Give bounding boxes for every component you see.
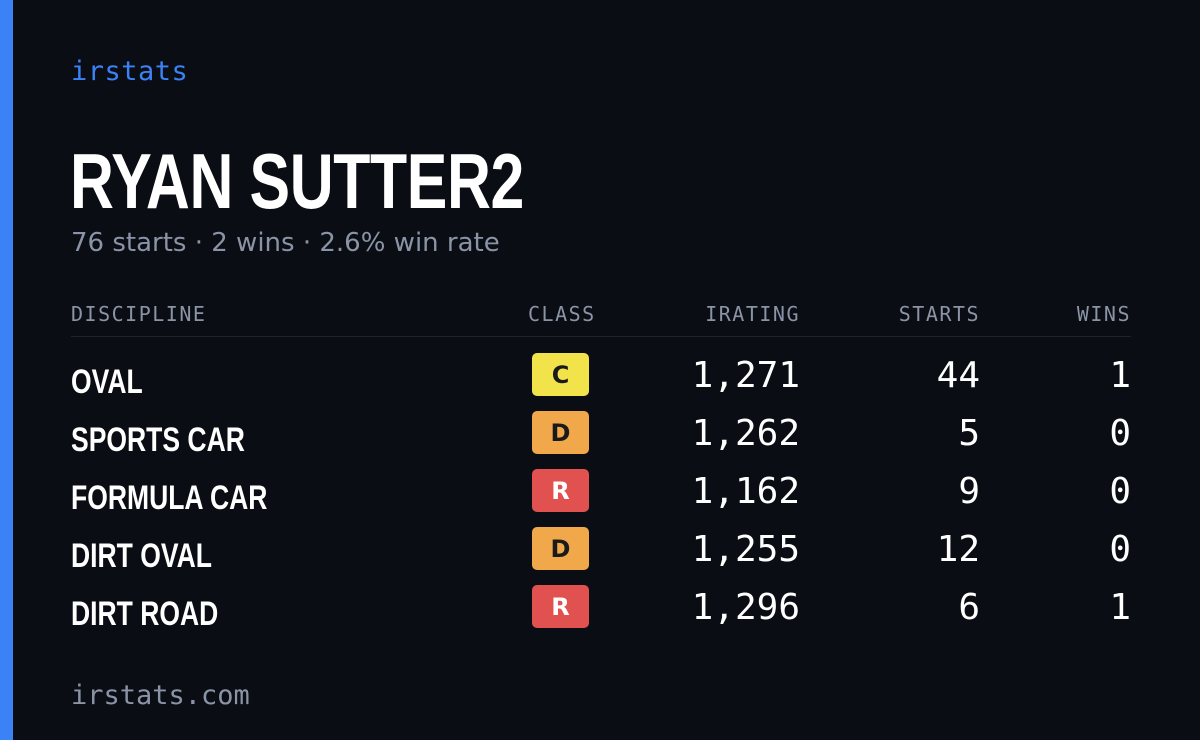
header-irating: IRATING bbox=[705, 302, 800, 326]
discipline-name: FORMULA CAR bbox=[71, 479, 268, 517]
wins-value: 1 bbox=[1109, 587, 1131, 628]
starts-value: 6 bbox=[958, 587, 980, 628]
wins-value: 0 bbox=[1109, 471, 1131, 512]
table-row: SPORTS CAR D 1,262 5 0 bbox=[71, 411, 1131, 469]
discipline-name: SPORTS CAR bbox=[71, 421, 245, 459]
irating-value: 1,255 bbox=[691, 529, 800, 570]
irating-value: 1,296 bbox=[691, 587, 800, 628]
starts-value: 9 bbox=[958, 471, 980, 512]
wins-value: 0 bbox=[1109, 529, 1131, 570]
discipline-table: DISCIPLINE CLASS IRATING STARTS WINS OVA… bbox=[71, 296, 1131, 643]
wins-value: 0 bbox=[1109, 413, 1131, 454]
header-starts: STARTS bbox=[898, 302, 980, 326]
table-row: DIRT OVAL D 1,255 12 0 bbox=[71, 527, 1131, 585]
footer-url: irstats.com bbox=[71, 680, 250, 711]
brand-logo: irstats bbox=[71, 56, 189, 87]
starts-value: 5 bbox=[958, 413, 980, 454]
driver-name: RYAN SUTTER2 bbox=[70, 137, 524, 225]
irating-value: 1,271 bbox=[691, 355, 800, 396]
table-row: OVAL C 1,271 44 1 bbox=[71, 353, 1131, 411]
class-badge: C bbox=[532, 353, 589, 396]
class-badge: D bbox=[532, 527, 589, 570]
irating-value: 1,162 bbox=[691, 471, 800, 512]
class-badge: R bbox=[532, 585, 589, 628]
discipline-name: DIRT ROAD bbox=[71, 595, 219, 633]
table-body: OVAL C 1,271 44 1 SPORTS CAR D 1,262 5 0… bbox=[71, 353, 1131, 643]
class-badge: R bbox=[532, 469, 589, 512]
wins-value: 1 bbox=[1109, 355, 1131, 396]
header-discipline: DISCIPLINE bbox=[71, 302, 207, 326]
header-wins: WINS bbox=[1076, 302, 1131, 326]
discipline-name: OVAL bbox=[71, 363, 143, 401]
discipline-name: DIRT OVAL bbox=[71, 537, 212, 575]
table-row: DIRT ROAD R 1,296 6 1 bbox=[71, 585, 1131, 643]
table-header: DISCIPLINE CLASS IRATING STARTS WINS bbox=[71, 296, 1131, 337]
irating-value: 1,262 bbox=[691, 413, 800, 454]
stats-summary: 76 starts · 2 wins · 2.6% win rate bbox=[71, 228, 500, 258]
accent-bar bbox=[0, 0, 13, 740]
header-class: CLASS bbox=[528, 302, 596, 326]
starts-value: 44 bbox=[936, 355, 980, 396]
class-badge: D bbox=[532, 411, 589, 454]
starts-value: 12 bbox=[936, 529, 980, 570]
table-row: FORMULA CAR R 1,162 9 0 bbox=[71, 469, 1131, 527]
